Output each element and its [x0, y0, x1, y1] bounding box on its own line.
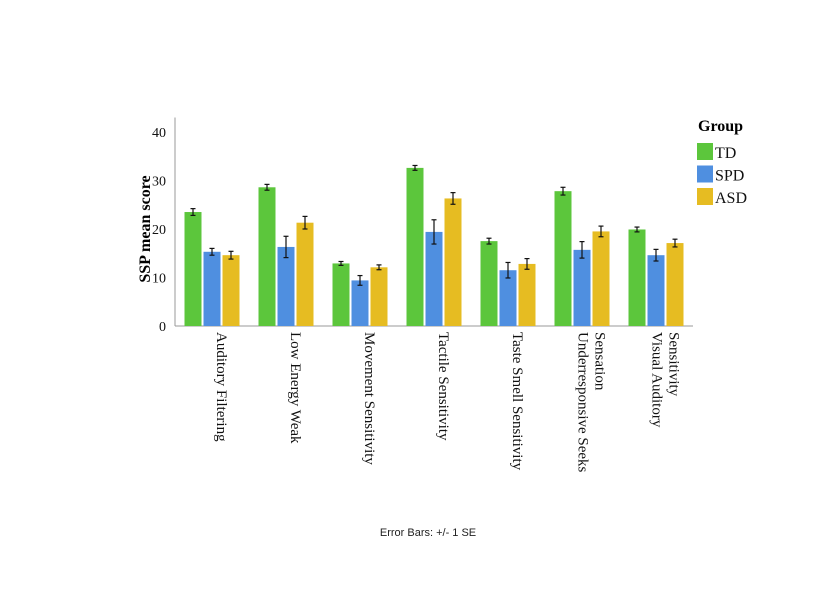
bar-asd	[666, 243, 684, 326]
bar-spd	[573, 249, 591, 326]
y-tick-label: 20	[152, 223, 166, 238]
bar-spd	[499, 270, 517, 326]
bar-td	[184, 212, 202, 326]
x-tick-label: Underresponsive Seeks	[575, 332, 591, 473]
y-tick-label: 10	[152, 272, 166, 287]
bar-spd	[277, 246, 295, 326]
bar-td	[480, 241, 498, 326]
footnote: Error Bars: +/- 1 SE	[379, 527, 477, 539]
bar-spd	[351, 280, 369, 326]
y-tick-label: 30	[152, 175, 166, 190]
legend-title: Group	[698, 118, 743, 135]
bar-spd	[203, 251, 221, 326]
bar-td	[554, 191, 572, 326]
legend-swatch-td	[697, 143, 713, 160]
x-tick-label: Sensation	[592, 332, 608, 391]
legend-swatch-spd	[697, 165, 713, 183]
x-tick-label: Tactile Sensitivity	[435, 332, 451, 441]
bar-spd	[647, 255, 665, 326]
legend-label: ASD	[715, 190, 747, 207]
bar-td	[628, 229, 646, 326]
bar-td	[332, 263, 350, 326]
y-tick-label: 0	[159, 320, 166, 335]
bar-asd	[370, 267, 388, 326]
x-tick-label: Taste Smell Sensitivity	[509, 332, 525, 471]
x-tick-label: Sensitivity	[666, 332, 682, 397]
x-tick-label: Movement Sensitivity	[361, 332, 377, 465]
bar-td	[258, 187, 276, 326]
bar-asd	[592, 231, 610, 326]
y-axis-title: SSP mean score	[137, 175, 154, 282]
bar-asd	[518, 263, 536, 326]
legend-swatch-asd	[697, 188, 713, 205]
bar-asd	[222, 255, 240, 326]
legend-label: TD	[715, 145, 736, 162]
bar-td	[406, 167, 424, 326]
x-tick-label: Visual Auditory	[649, 332, 665, 428]
x-tick-label: Auditory Filtering	[213, 332, 229, 442]
bar-spd	[425, 231, 443, 326]
bar-asd	[296, 222, 314, 326]
x-tick-label: Low Energy Weak	[287, 332, 303, 444]
bar-asd	[444, 198, 462, 326]
y-tick-label: 40	[152, 126, 166, 141]
legend-label: SPD	[715, 168, 744, 185]
